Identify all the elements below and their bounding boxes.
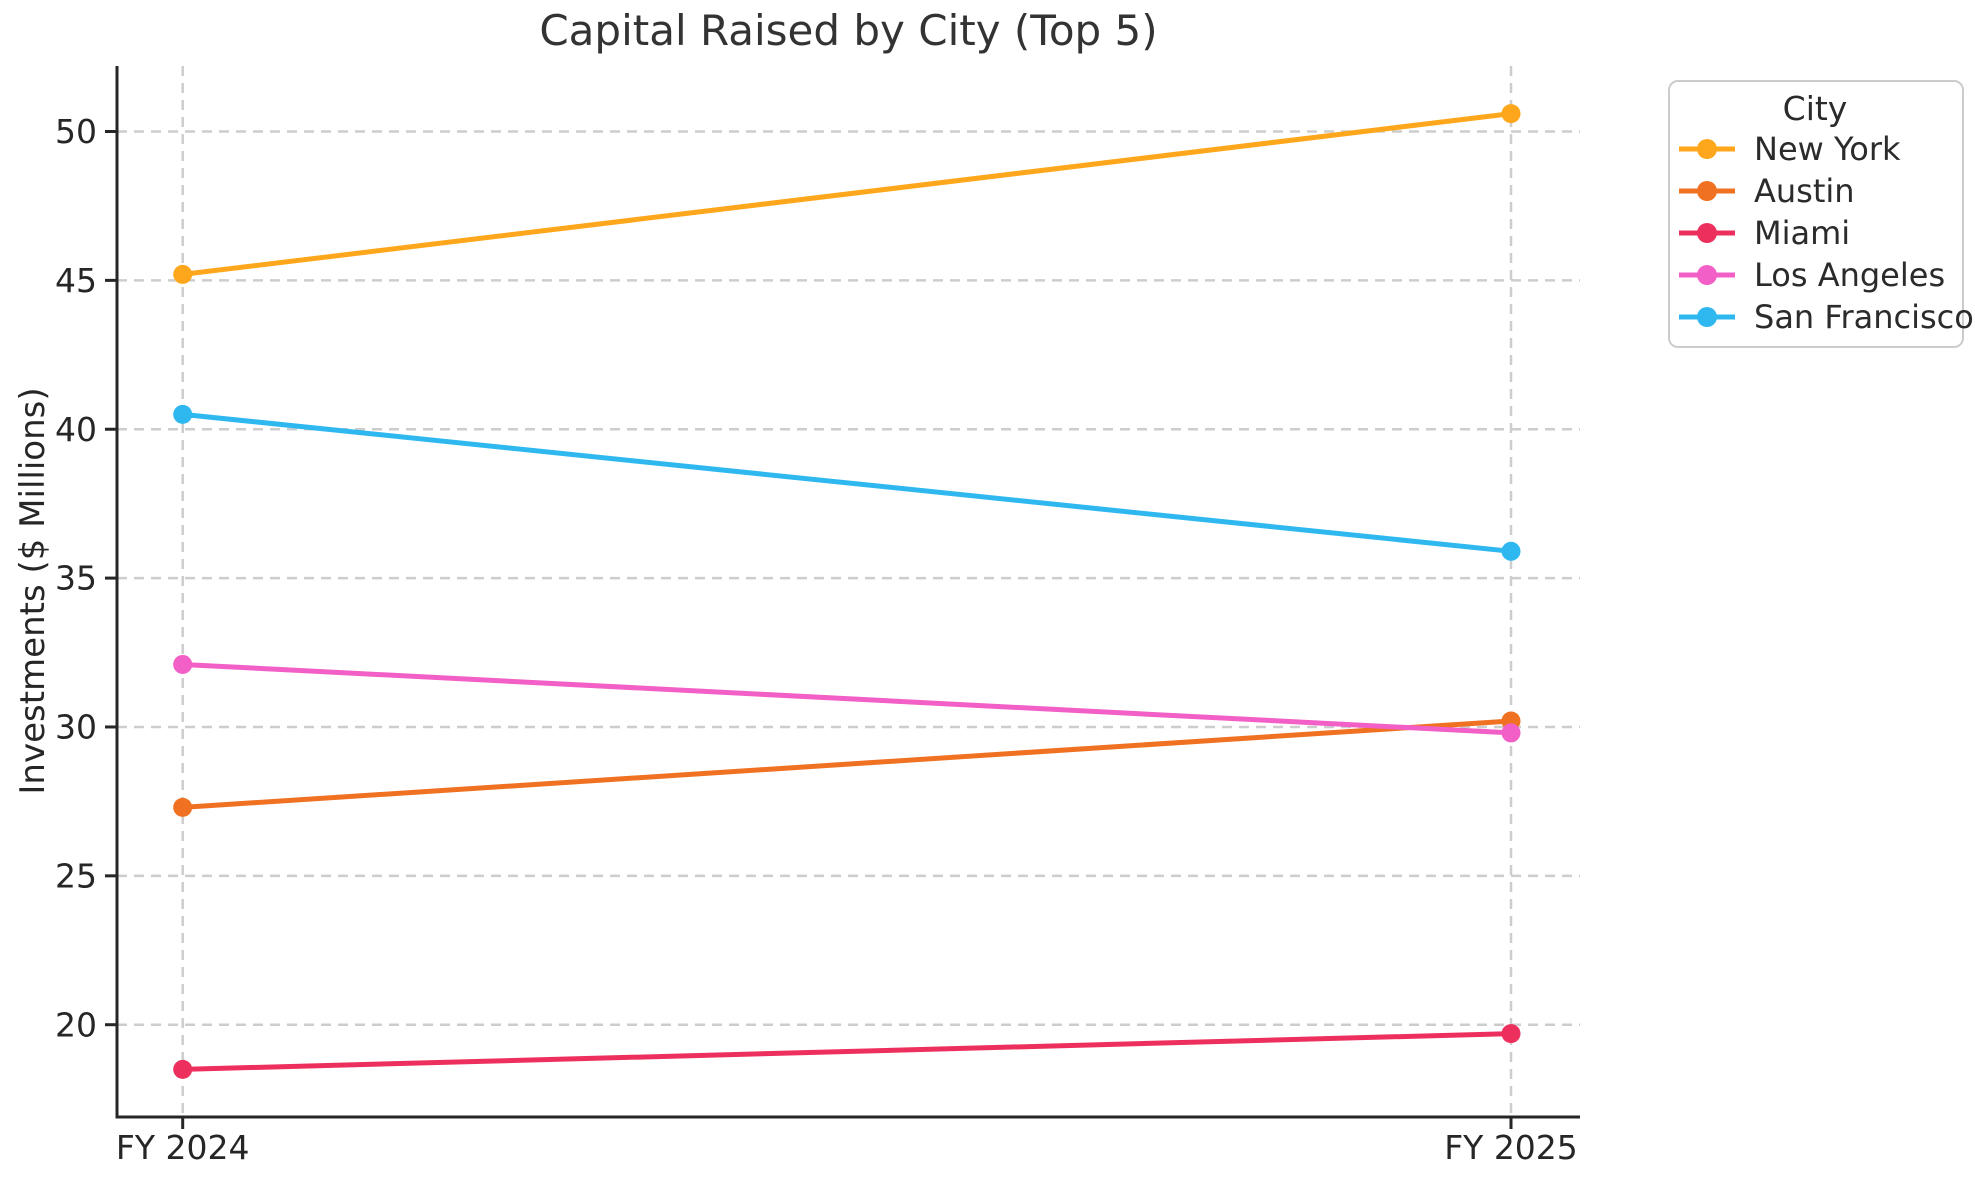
legend-swatch-los-angeles (1679, 265, 1735, 285)
y-tick-label-30: 30 (55, 708, 97, 747)
y-tick-label-25: 25 (55, 856, 97, 895)
data-point-miami-fy-2025 (1501, 1024, 1521, 1044)
series-line-miami (182, 1031, 1512, 1072)
y-tick-label-40: 40 (55, 410, 97, 449)
series-line-austin (182, 718, 1512, 810)
legend-label-new-york: New York (1754, 130, 1901, 168)
series-line-new-york (182, 111, 1512, 277)
legend-label-miami: Miami (1754, 214, 1851, 252)
y-tick-label-35: 35 (55, 559, 97, 598)
legend-entry-austin: Austin (1678, 170, 1952, 212)
data-point-austin-fy-2024 (173, 797, 193, 817)
y-tick-label-45: 45 (55, 261, 97, 300)
legend-entry-san-francisco: San Francisco (1678, 296, 1974, 338)
series-line-los-angeles (182, 661, 1512, 736)
legend-label-los-angeles: Los Angeles (1754, 256, 1946, 294)
series-line-san-francisco (182, 411, 1512, 554)
chart-title: Capital Raised by City (Top 5) (539, 6, 1158, 55)
data-point-san-francisco-fy-2024 (173, 404, 193, 424)
legend-entries: New York Austin Miami Los Angeles San Franci… (1678, 128, 1974, 338)
legend-entry-los-angeles: Los Angeles (1678, 254, 1952, 296)
data-point-los-angeles-fy-2024 (173, 654, 193, 674)
legend-label-austin: Austin (1754, 172, 1855, 210)
legend-swatch-austin (1679, 181, 1735, 201)
x-tick-label-fy-2024: FY 2024 (116, 1128, 250, 1167)
legend-swatch-new-york (1679, 139, 1735, 159)
x-tick-label-fy-2025: FY 2025 (1444, 1128, 1578, 1167)
legend: City New York Austin Miami Los Angeles San F… (1668, 80, 1974, 348)
y-tick-label-20: 20 (55, 1005, 97, 1044)
legend-entry-new-york: New York (1678, 128, 1952, 170)
data-point-miami-fy-2024 (173, 1059, 193, 1079)
data-point-new-york-fy-2024 (173, 264, 193, 284)
data-point-san-francisco-fy-2025 (1501, 541, 1521, 561)
legend-label-san-francisco: San Francisco (1754, 298, 1974, 336)
legend-swatch-miami (1679, 223, 1735, 243)
legend-title: City (1782, 89, 1848, 128)
y-tick-label-50: 50 (55, 112, 97, 151)
data-point-los-angeles-fy-2025 (1501, 723, 1521, 743)
data-point-new-york-fy-2025 (1501, 104, 1521, 124)
legend-swatch-san-francisco (1679, 307, 1735, 327)
legend-entry-miami: Miami (1678, 212, 1952, 254)
